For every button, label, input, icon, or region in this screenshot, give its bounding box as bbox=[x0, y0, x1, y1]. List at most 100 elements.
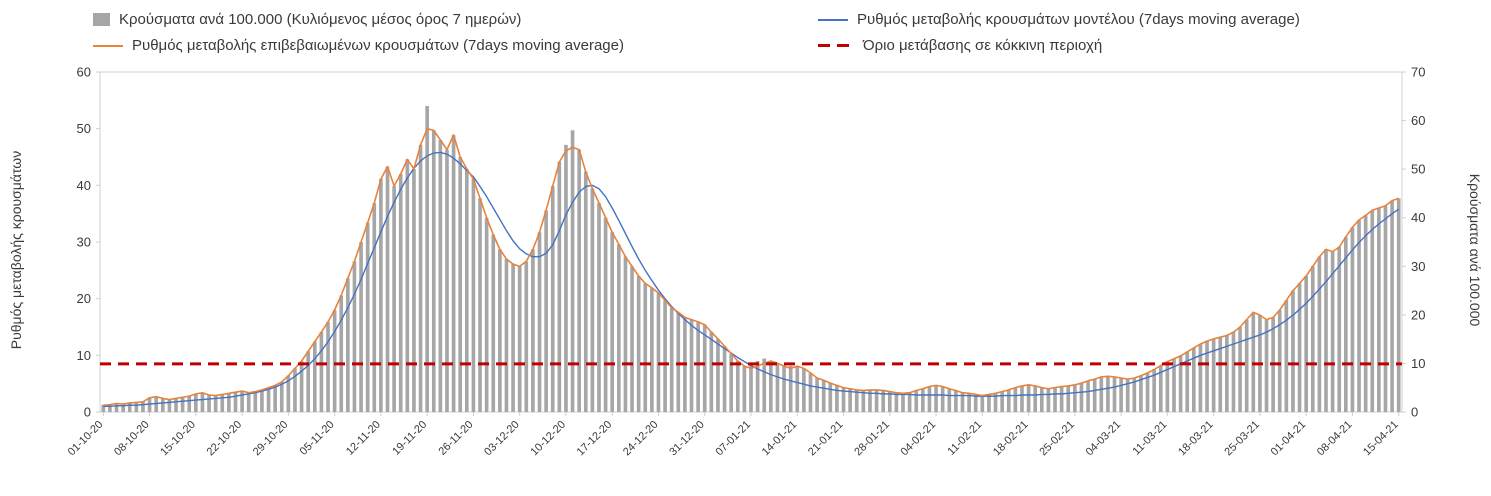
bar bbox=[716, 339, 720, 412]
right-axis-tick-label: 10 bbox=[1411, 356, 1425, 371]
left-axis-tick-label: 50 bbox=[77, 121, 91, 136]
bar bbox=[346, 278, 350, 412]
bar bbox=[993, 393, 998, 412]
bar bbox=[1086, 380, 1090, 412]
bar bbox=[398, 174, 403, 412]
bar bbox=[1125, 378, 1130, 412]
bar bbox=[246, 392, 251, 412]
bar bbox=[881, 390, 886, 412]
bar bbox=[1172, 358, 1176, 412]
left-axis-tick-label: 0 bbox=[84, 405, 91, 420]
bar bbox=[636, 276, 641, 412]
legend-label-model-line: Ρυθμός μεταβολής κρουσμάτων μοντέλου (7d… bbox=[857, 11, 1300, 28]
bar bbox=[663, 300, 667, 412]
bar bbox=[557, 161, 562, 412]
bar bbox=[874, 389, 879, 412]
bar bbox=[577, 149, 581, 412]
right-axis-tick-label: 40 bbox=[1411, 210, 1425, 225]
bar bbox=[1185, 351, 1190, 412]
bar bbox=[405, 159, 410, 412]
x-axis-tick-label: 04-02-21 bbox=[899, 419, 939, 459]
bar bbox=[233, 392, 238, 412]
bar bbox=[438, 140, 443, 412]
bar bbox=[1218, 337, 1223, 412]
bar bbox=[735, 361, 740, 412]
bar bbox=[273, 385, 277, 412]
bar bbox=[755, 361, 760, 412]
bar bbox=[332, 310, 337, 412]
right-axis-tick-label: 0 bbox=[1411, 405, 1418, 420]
bar bbox=[854, 389, 859, 412]
bar bbox=[167, 399, 172, 412]
bar bbox=[696, 322, 700, 412]
x-axis-tick-label: 01-10-20 bbox=[66, 419, 106, 459]
bar bbox=[630, 266, 634, 412]
bar bbox=[887, 391, 892, 412]
left-axis-tick-label: 20 bbox=[77, 291, 91, 306]
bar bbox=[769, 361, 773, 412]
right-axis-tick-label: 70 bbox=[1411, 65, 1425, 80]
confirmed-line bbox=[103, 127, 1399, 406]
bar bbox=[392, 186, 396, 412]
bar bbox=[478, 198, 482, 412]
bar bbox=[180, 396, 185, 412]
bar bbox=[1357, 220, 1361, 412]
bar bbox=[1013, 387, 1018, 412]
x-axis-tick-label: 17-12-20 bbox=[575, 419, 615, 459]
bar bbox=[914, 390, 919, 412]
bar bbox=[504, 259, 509, 412]
bar bbox=[306, 351, 311, 412]
bar bbox=[1198, 344, 1203, 412]
bar bbox=[207, 394, 211, 412]
bar bbox=[260, 389, 264, 412]
bar bbox=[1132, 378, 1137, 412]
bar bbox=[279, 381, 284, 412]
bar bbox=[841, 387, 846, 412]
bar bbox=[431, 130, 436, 413]
bar bbox=[1337, 246, 1342, 412]
bar bbox=[1046, 388, 1051, 412]
bar bbox=[934, 385, 938, 412]
x-axis-tick-label: 11-03-21 bbox=[1130, 419, 1169, 458]
bar bbox=[1066, 385, 1071, 412]
bar bbox=[121, 403, 125, 412]
bar bbox=[200, 392, 205, 412]
left-axis-tick-label: 40 bbox=[77, 178, 91, 193]
bar bbox=[1092, 378, 1097, 412]
x-axis-tick-label: 15-04-21 bbox=[1361, 419, 1401, 459]
bar bbox=[412, 169, 416, 412]
bar bbox=[861, 390, 866, 412]
bar bbox=[1059, 386, 1064, 412]
bar bbox=[352, 261, 357, 412]
bar bbox=[643, 283, 648, 412]
x-axis-tick-label: 10-12-20 bbox=[528, 419, 568, 459]
bar bbox=[299, 361, 304, 412]
bar bbox=[1383, 205, 1388, 412]
x-axis-tick-label: 25-02-21 bbox=[1037, 419, 1077, 459]
left-axis-tick-label: 60 bbox=[77, 65, 91, 80]
bar bbox=[1079, 382, 1084, 412]
x-axis-tick-label: 03-12-20 bbox=[482, 419, 522, 459]
bar bbox=[564, 144, 568, 413]
bar bbox=[524, 261, 529, 412]
bar bbox=[1165, 361, 1170, 412]
right-axis-tick-label: 30 bbox=[1411, 259, 1425, 274]
bar bbox=[947, 388, 952, 412]
bar bbox=[101, 404, 106, 412]
bar bbox=[960, 392, 965, 412]
bar bbox=[1330, 251, 1335, 412]
bar bbox=[174, 397, 178, 412]
bar bbox=[379, 178, 383, 412]
bar bbox=[1284, 300, 1289, 412]
x-axis-tick-label: 22-10-20 bbox=[205, 419, 245, 459]
right-axis-tick-label: 50 bbox=[1411, 162, 1425, 177]
legend-label-confirmed-line: Ρυθμός μεταβολής επιβεβαιωμένων κρουσμάτ… bbox=[132, 37, 624, 54]
bar bbox=[1073, 384, 1077, 412]
x-axis-tick-label: 21-01-21 bbox=[806, 419, 846, 459]
bar bbox=[967, 393, 971, 412]
confirmed-line-swatch-icon bbox=[93, 44, 123, 47]
bar bbox=[1033, 385, 1038, 412]
x-axis-tick-label: 04-03-21 bbox=[1084, 419, 1124, 459]
